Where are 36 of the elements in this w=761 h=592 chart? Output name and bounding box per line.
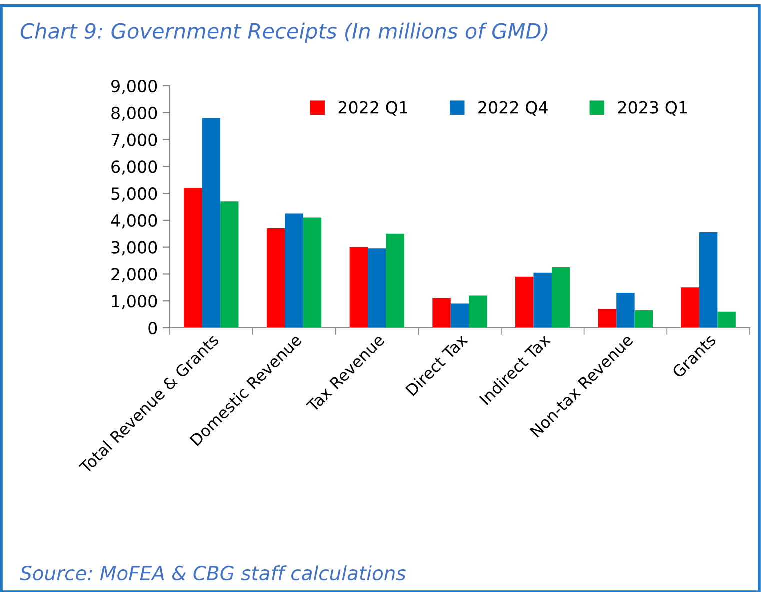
- legend-label: 2022 Q1: [338, 101, 408, 116]
- y-tick-label: 5,000: [112, 188, 158, 202]
- bar: [552, 268, 570, 328]
- y-tick-label: 6,000: [112, 160, 158, 175]
- bar: [634, 310, 654, 328]
- y-tick-label: 7,000: [112, 134, 158, 148]
- bar: [598, 309, 617, 328]
- y-tick-label: 4,000: [111, 214, 158, 229]
- chart-title: Chart 9: Government Receipts (In millions of GMD): [20, 22, 548, 44]
- y-tick-label: 2,000: [112, 268, 158, 282]
- legend-label: 2022 Q4: [478, 101, 548, 116]
- bar: [368, 248, 386, 328]
- bar: [450, 304, 470, 328]
- bar: [303, 218, 322, 328]
- bar: [266, 228, 286, 328]
- bar: [285, 214, 304, 328]
- bar: [386, 234, 404, 328]
- legend-label: 2023 Q1: [618, 101, 688, 116]
- y-tick-label: 1,000: [112, 295, 158, 310]
- bar: [718, 312, 736, 328]
- bar: [350, 247, 368, 328]
- source-note: Source: MoFEA & CBG staff calculations: [20, 566, 406, 581]
- y-tick-label: 8,000: [112, 106, 158, 122]
- y-tick-label: 3,000: [112, 241, 158, 256]
- bar: [184, 188, 202, 328]
- bar: [516, 276, 534, 328]
- bar: [469, 296, 488, 328]
- bar: [681, 288, 700, 328]
- bar: [432, 298, 451, 328]
- y-tick-label: 0: [148, 322, 158, 335]
- bar: [220, 202, 239, 328]
- bar: [202, 118, 221, 328]
- bar: [534, 272, 552, 328]
- y-tick-label: 9,000: [112, 80, 158, 94]
- bar: [699, 232, 718, 328]
- bar: [616, 293, 635, 328]
